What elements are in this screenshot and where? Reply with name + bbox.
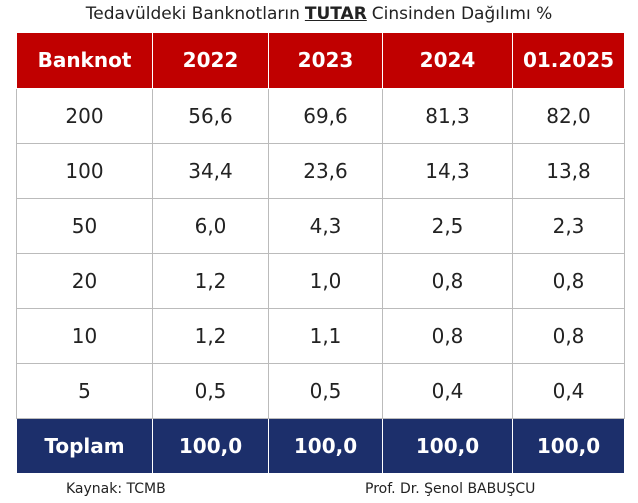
cell: 100,0	[382, 417, 513, 473]
cell: 81,3	[382, 87, 513, 144]
cell: 23,6	[268, 142, 383, 199]
table-body: Banknot 2022 2023 2024 01.2025 200 56,6 69,6 81,…	[16, 33, 625, 473]
cell: 1,1	[268, 307, 383, 364]
title-text: Tedavüldeki Banknotların	[85, 4, 300, 24]
table: Banknot 2022 2023 2024 01.2025 200 56,6 69,6 81,…	[16, 33, 625, 473]
row-label: 20	[16, 252, 153, 309]
row: 20 1,2 1,0 0,8 0,8	[16, 252, 625, 309]
cell: 0,5	[268, 362, 383, 419]
cell: 4,3	[268, 197, 383, 254]
cell: 2,3	[512, 197, 625, 254]
author: Prof. Dr. Şenol BABUŞCU	[365, 481, 536, 497]
row-label: 200	[16, 87, 153, 144]
cell: 2022	[152, 33, 269, 89]
cell: 56,6	[152, 87, 269, 144]
cell: 0,4	[382, 362, 513, 419]
cell: 13,8	[512, 142, 625, 199]
cell: 2023	[268, 33, 383, 89]
cell: 1,2	[152, 307, 269, 364]
header-row: Banknot 2022 2023 2024 01.2025	[16, 33, 625, 89]
row-label: 50	[16, 197, 153, 254]
cell: 2024	[382, 33, 513, 89]
title: Tedavüldeki Banknotların TUTAR Cinsinden D…	[0, 4, 638, 24]
row-label: 5	[16, 362, 153, 419]
cell: 01.2025	[512, 33, 625, 89]
source: Kaynak: TCMB	[66, 481, 166, 497]
row: 50 6,0 4,3 2,5 2,3	[16, 197, 625, 254]
cell: 100,0	[268, 417, 383, 473]
total-row: Toplam 100,0 100,0 100,0 100,0	[16, 417, 625, 473]
row: 10 1,2 1,1 0,8 0,8	[16, 307, 625, 364]
cell: 0,8	[512, 252, 625, 309]
cell: 69,6	[268, 87, 383, 144]
cell: 2,5	[382, 197, 513, 254]
cell: 1,0	[268, 252, 383, 309]
cell: 0,8	[382, 252, 513, 309]
cell: 0,8	[512, 307, 625, 364]
cell: 1,2	[152, 252, 269, 309]
title-emphasis: TUTAR	[304, 4, 367, 24]
cell: 0,5	[152, 362, 269, 419]
cell: 14,3	[382, 142, 513, 199]
row-label: Toplam	[16, 417, 153, 473]
row-label: 10	[16, 307, 153, 364]
cell: 100,0	[152, 417, 269, 473]
row-label: 100	[16, 142, 153, 199]
row: 5 0,5 0,5 0,4 0,4	[16, 362, 625, 419]
cell: 82,0	[512, 87, 625, 144]
cell: 34,4	[152, 142, 269, 199]
row: 100 34,4 23,6 14,3 13,8	[16, 142, 625, 199]
cell: 0,8	[382, 307, 513, 364]
cell: 6,0	[152, 197, 269, 254]
cell: 100,0	[512, 417, 625, 473]
row-label: Banknot	[16, 33, 153, 89]
title-text: Cinsinden Dağılımı %	[371, 4, 553, 24]
row: 200 56,6 69,6 81,3 82,0	[16, 87, 625, 144]
cell: 0,4	[512, 362, 625, 419]
